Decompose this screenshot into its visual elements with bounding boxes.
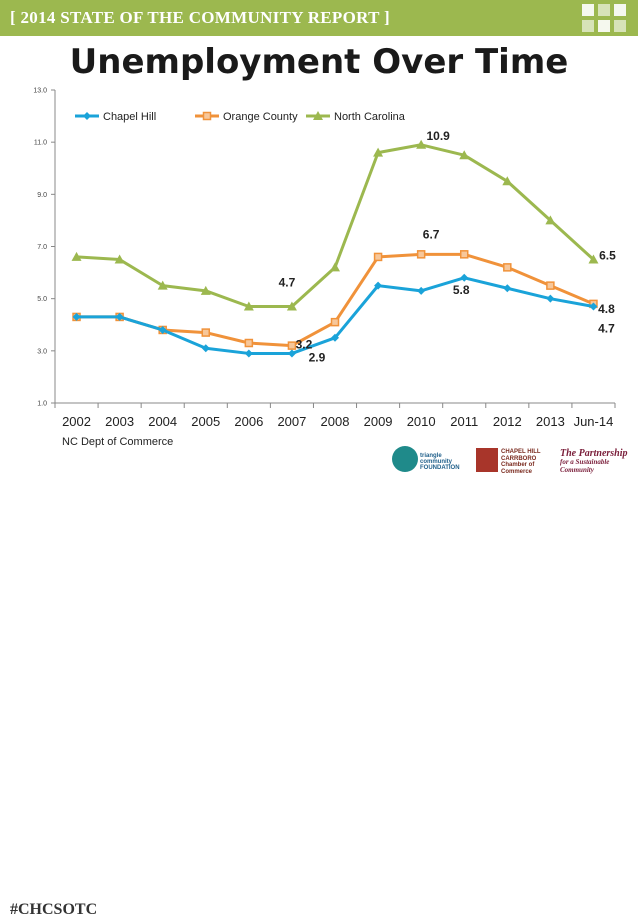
orange-county-point (373, 252, 383, 262)
orange-county-point (416, 250, 426, 259)
north-carolina-point (545, 215, 556, 225)
data-label: 10.9 (426, 129, 450, 143)
north-carolina-point (373, 147, 384, 157)
north-carolina-point (459, 150, 470, 160)
chapel-hill-point (546, 294, 555, 303)
x-tick-label: 2004 (148, 414, 177, 429)
orange-county-point (459, 250, 469, 259)
x-tick-label: 2011 (450, 414, 478, 429)
triangle-foundation-logo: triangle community FOUNDATION (392, 446, 470, 474)
legend-orange-county-marker (202, 111, 212, 121)
data-label: 6.5 (599, 249, 616, 263)
x-tick-label: Jun-14 (574, 414, 614, 429)
north-carolina-point (502, 176, 513, 186)
legend-north-carolina-label: North Carolina (334, 111, 406, 123)
x-tick-label: 2012 (493, 414, 522, 429)
legend-chapel-hill-marker (83, 112, 91, 120)
chapel-hill-point (589, 302, 598, 311)
data-label: 5.8 (453, 283, 470, 297)
line-chart: 1.0 3.0 5.0 7.0 9.0 11.0 13.0 2002 2003 2004 2005 2… (33, 88, 616, 430)
source-note: NC Dept of Commerce (62, 436, 174, 448)
north-carolina-point (588, 254, 599, 264)
y-tick-label: 5.0 (37, 296, 47, 303)
chapel-hill-point (374, 281, 383, 290)
chapel-hill-point (460, 273, 469, 282)
orange-county-point (201, 328, 211, 337)
chapel-hill-chamber-logo: CHAPEL HILL CARRBORO Chamber of Commerce (476, 446, 556, 475)
orange-county-point (503, 263, 512, 272)
banner-squares-decoration (582, 4, 630, 34)
x-tick-label: 2007 (277, 414, 306, 429)
chapel-hill-point (331, 333, 339, 342)
x-tick-label: 2002 (62, 414, 91, 429)
x-tick-label: 2009 (364, 414, 393, 429)
chapel-hill-point (287, 349, 296, 358)
y-tick-label: 11.0 (34, 140, 47, 147)
chamber-emblem-icon (476, 448, 498, 472)
chapel-hill-point (72, 312, 81, 321)
orange-county-point (330, 317, 340, 327)
y-tick-label: 1.0 (37, 401, 47, 408)
north-carolina-point (200, 285, 211, 295)
triangle-foundation-emblem-icon (392, 446, 418, 472)
partnership-logo: The Partnership for a Sustainable Communi… (560, 448, 628, 475)
x-tick-label: 2010 (407, 414, 436, 429)
x-tick-label: 2006 (234, 414, 263, 429)
hashtag: #CHCSOTC (10, 901, 98, 918)
x-tick-label: 2005 (191, 414, 220, 429)
y-tick-label: 3.0 (37, 348, 47, 355)
north-carolina-point (286, 301, 297, 311)
chapel-hill-point (201, 344, 210, 353)
orange-county-point (546, 281, 555, 290)
chapel-hill-point (115, 312, 124, 321)
report-banner: [ 2014 STATE OF THE COMMUNITY REPORT ] (0, 0, 638, 36)
orange-county-point (287, 341, 297, 350)
data-label: 3.2 (296, 338, 313, 352)
chart-title: Unemployment Over Time (69, 42, 569, 82)
chapel-hill-point (158, 325, 167, 334)
chapel-hill-point (503, 284, 512, 293)
y-tick-label: 9.0 (37, 192, 47, 199)
north-carolina-point (416, 139, 427, 149)
data-label: 4.7 (598, 321, 615, 335)
north-carolina-point (330, 262, 340, 272)
banner-title: [ 2014 STATE OF THE COMMUNITY REPORT ] (10, 8, 390, 27)
x-tick-label: 2003 (105, 414, 134, 429)
data-label: 2.9 (309, 350, 326, 364)
data-label: 4.8 (598, 302, 615, 316)
orange-county-point (244, 338, 254, 348)
data-label: 4.7 (279, 275, 296, 289)
data-label: 6.7 (423, 227, 440, 241)
y-tick-label: 13.0 (33, 88, 47, 95)
x-tick-label: 2008 (321, 414, 350, 429)
north-carolina-point (243, 301, 254, 311)
legend-chapel-hill-label: Chapel Hill (103, 111, 156, 123)
north-carolina-line (76, 143, 595, 308)
legend-orange-county-label: Orange County (223, 111, 298, 123)
x-tick-label: 2013 (536, 414, 565, 429)
chapel-hill-line (76, 276, 594, 355)
north-carolina-point (71, 251, 82, 261)
y-tick-label: 7.0 (37, 244, 47, 251)
north-carolina-point (114, 254, 125, 264)
chapel-hill-point (244, 349, 253, 358)
north-carolina-point (157, 280, 168, 290)
legend-north-carolina-marker (313, 111, 323, 120)
chapel-hill-point (417, 286, 426, 295)
